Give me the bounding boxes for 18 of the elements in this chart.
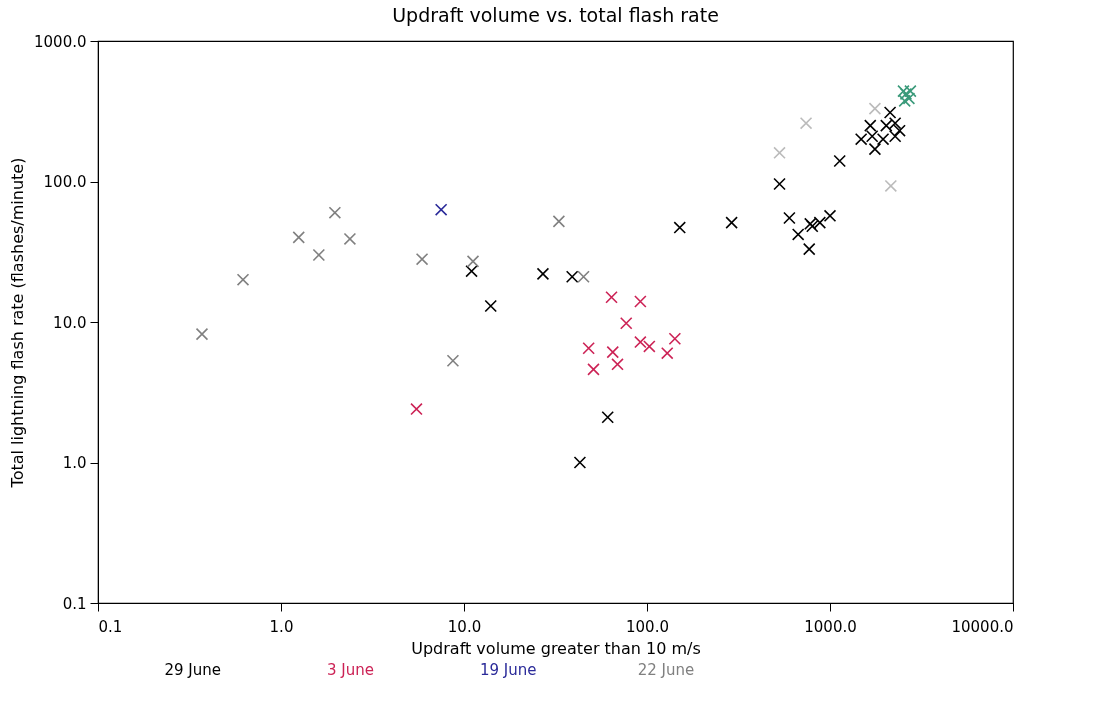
chart-title: Updraft volume vs. total flash rate — [392, 4, 719, 26]
x-axis-title: Updraft volume greater than 10 m/s — [411, 638, 701, 658]
x-tick-label: 100.0 — [626, 617, 669, 636]
y-tick-label: 0.1 — [62, 594, 87, 613]
y-tick-label: 1000.0 — [34, 32, 87, 51]
x-tick-label: 10.0 — [447, 617, 482, 636]
text: 29 June — [164, 661, 221, 679]
y-tick-label: 100.0 — [43, 173, 87, 191]
x-tick-label: 10000.0 — [951, 617, 1014, 636]
x-tick-label: 1.0 — [269, 617, 294, 636]
x-tick-label: 1000.0 — [804, 617, 857, 636]
y-axis-title: Total lightning flash rate (flashes/minute) — [8, 157, 28, 489]
text: 3 June — [326, 661, 374, 679]
x-tick-label: 0.1 — [98, 617, 123, 636]
text: 22 June — [637, 661, 695, 679]
y-tick-label: 10.0 — [53, 313, 87, 332]
y-tick-label: 1.0 — [62, 454, 87, 472]
text: 19 June — [479, 661, 537, 679]
